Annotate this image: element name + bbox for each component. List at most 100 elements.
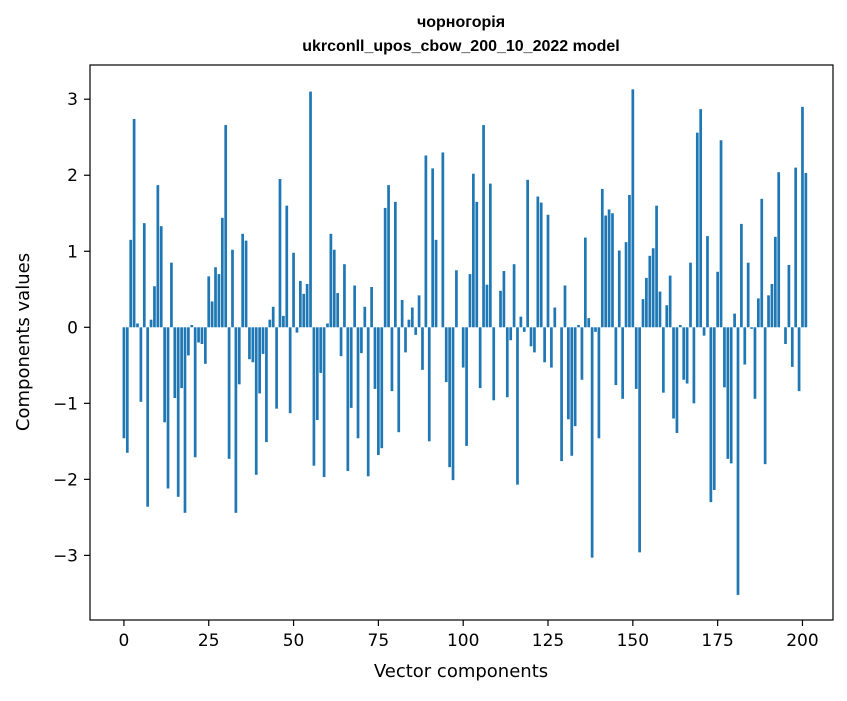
bar-122 xyxy=(536,197,539,328)
bar-119 xyxy=(526,180,529,327)
bar-22 xyxy=(197,327,200,342)
bar-117 xyxy=(520,317,523,328)
bar-91 xyxy=(431,168,434,327)
bar-11 xyxy=(160,226,163,327)
bar-4 xyxy=(136,323,139,327)
bar-1 xyxy=(126,327,129,452)
bar-47 xyxy=(282,316,285,327)
bar-60 xyxy=(326,323,329,327)
bar-142 xyxy=(604,216,607,328)
bar-144 xyxy=(611,213,614,327)
bar-179 xyxy=(730,327,733,463)
bar-19 xyxy=(187,327,190,355)
bar-200 xyxy=(801,107,804,327)
bar-170 xyxy=(699,109,702,327)
y-tick-label: −3 xyxy=(53,546,78,566)
bar-67 xyxy=(350,327,353,408)
bar-183 xyxy=(743,327,746,364)
bar-174 xyxy=(713,327,716,490)
bar-94 xyxy=(441,152,444,327)
bar-21 xyxy=(194,327,197,457)
bar-80 xyxy=(394,202,397,327)
bar-139 xyxy=(594,327,597,332)
bar-56 xyxy=(313,327,316,465)
bar-38 xyxy=(251,327,254,362)
bar-24 xyxy=(204,327,207,363)
bar-131 xyxy=(567,327,570,419)
bar-121 xyxy=(533,327,536,352)
bar-95 xyxy=(445,327,448,382)
bar-35 xyxy=(241,234,244,328)
bar-158 xyxy=(659,292,662,328)
bar-126 xyxy=(550,327,553,367)
bar-171 xyxy=(703,327,706,335)
bar-73 xyxy=(370,287,373,327)
bar-175 xyxy=(716,272,719,328)
bar-168 xyxy=(693,327,696,403)
bar-42 xyxy=(265,327,268,442)
bar-165 xyxy=(682,327,685,379)
bar-8 xyxy=(150,320,153,328)
bar-9 xyxy=(153,286,156,327)
y-tick-label: 0 xyxy=(67,318,78,338)
x-tick-label: 125 xyxy=(532,631,564,651)
bar-0 xyxy=(123,327,126,438)
bar-59 xyxy=(323,327,326,477)
bar-25 xyxy=(207,276,210,327)
bar-92 xyxy=(435,240,438,327)
chart-title-line1: чорногорія xyxy=(417,14,505,31)
bar-82 xyxy=(401,300,404,327)
bar-48 xyxy=(285,206,288,328)
bar-53 xyxy=(302,294,305,327)
bar-50 xyxy=(292,253,295,328)
bar-147 xyxy=(621,327,624,398)
bar-116 xyxy=(516,327,519,484)
bar-163 xyxy=(676,327,679,433)
bar-124 xyxy=(543,327,546,362)
bar-78 xyxy=(387,185,390,327)
bar-79 xyxy=(391,327,394,391)
bar-134 xyxy=(577,325,580,327)
bar-138 xyxy=(591,327,594,557)
y-tick-label: 3 xyxy=(67,90,78,110)
bar-155 xyxy=(648,256,651,327)
bar-133 xyxy=(574,327,577,426)
bar-27 xyxy=(214,267,217,327)
bar-63 xyxy=(336,293,339,327)
bar-192 xyxy=(774,237,777,327)
bar-66 xyxy=(346,327,349,471)
bar-151 xyxy=(635,327,638,389)
bar-52 xyxy=(299,281,302,327)
bar-5 xyxy=(140,327,143,402)
bar-189 xyxy=(764,327,767,464)
bar-40 xyxy=(258,327,261,393)
bar-46 xyxy=(279,179,282,327)
bar-96 xyxy=(448,327,451,467)
bar-146 xyxy=(618,251,621,328)
bar-152 xyxy=(638,327,641,552)
bar-111 xyxy=(499,291,502,327)
bar-86 xyxy=(414,327,417,335)
bar-107 xyxy=(486,285,489,328)
bar-187 xyxy=(757,298,760,327)
bar-98 xyxy=(455,270,458,327)
bar-195 xyxy=(784,327,787,344)
bar-76 xyxy=(380,327,383,448)
bar-112 xyxy=(503,271,506,327)
bar-113 xyxy=(506,327,509,397)
bar-182 xyxy=(740,224,743,327)
bar-109 xyxy=(492,327,495,400)
chart-title-line2: ukrconll_upos_cbow_200_10_2022 model xyxy=(302,38,619,55)
bar-89 xyxy=(425,155,428,327)
bar-14 xyxy=(170,263,173,328)
bar-186 xyxy=(754,327,757,398)
y-tick-label: 2 xyxy=(67,166,78,186)
bar-185 xyxy=(750,327,753,329)
bar-160 xyxy=(665,305,668,327)
bar-120 xyxy=(530,327,533,346)
bar-23 xyxy=(201,327,204,344)
bar-141 xyxy=(601,189,604,327)
bar-70 xyxy=(360,327,363,353)
